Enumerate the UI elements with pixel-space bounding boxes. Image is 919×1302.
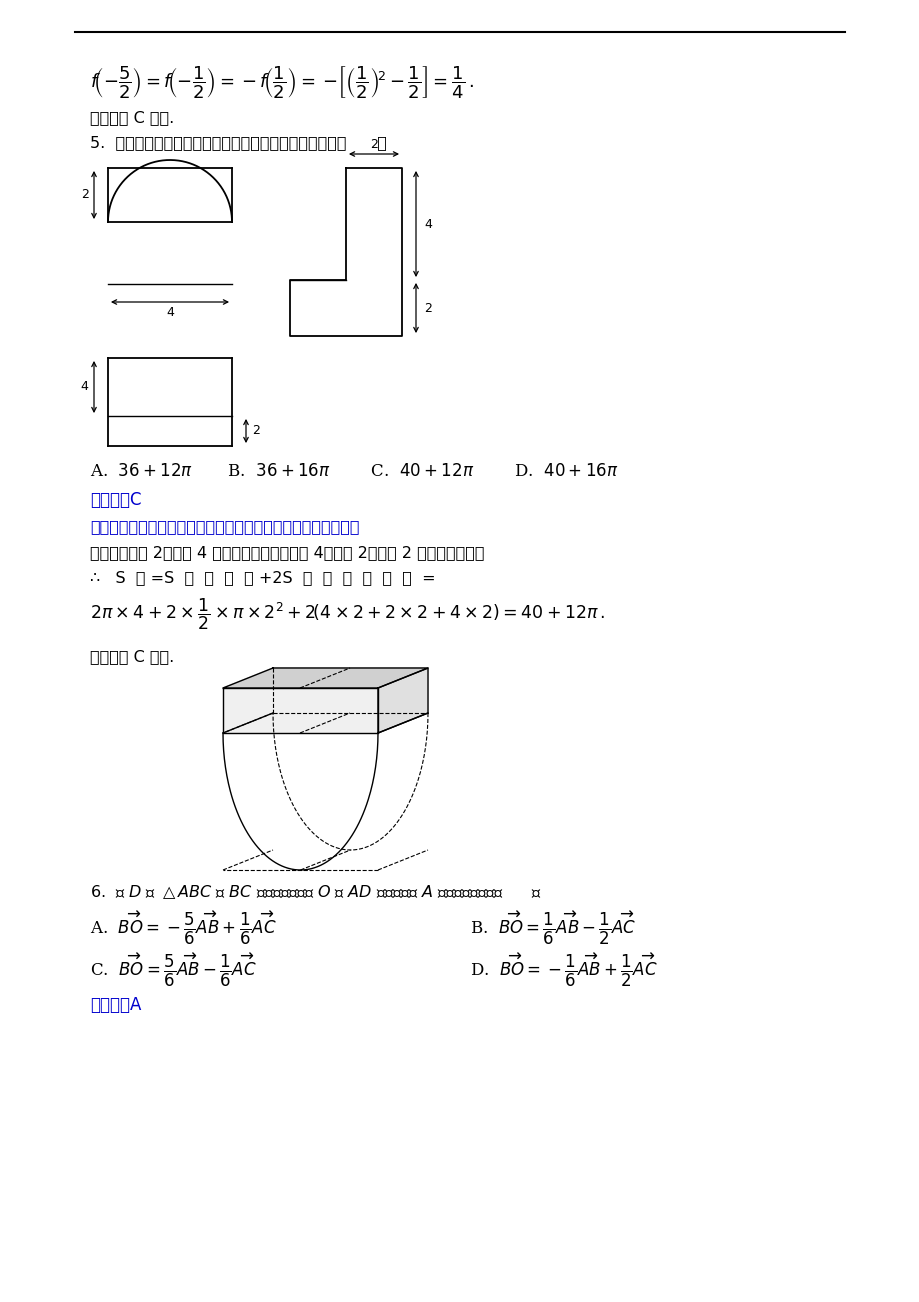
Text: 6.  设 $D$ 为 $\triangle ABC$ 中 $BC$ 边上的中点，且 $O$ 为 $AD$ 边上靠近点 $A$ 的三等分点，则（      ）: 6. 设 $D$ 为 $\triangle ABC$ 中 $BC$ 边上的中点，… <box>90 883 541 901</box>
Text: A.  $36+12\pi$       B.  $36+16\pi$        C.  $40+12\pi$        D.  $40+16\pi$: A. $36+12\pi$ B. $36+16\pi$ C. $40+12\pi… <box>90 464 618 480</box>
Text: 下面是半径为 2，高为 4 的半圆柱，上面是长为 4、宽为 2、高为 2 的一个长方体，: 下面是半径为 2，高为 4 的半圆柱，上面是长为 4、宽为 2、高为 2 的一个… <box>90 546 484 560</box>
Polygon shape <box>222 668 427 687</box>
Text: A.  $\overrightarrow{BO}=-\dfrac{5}{6}\overrightarrow{AB}+\dfrac{1}{6}\overright: A. $\overrightarrow{BO}=-\dfrac{5}{6}\ov… <box>90 910 277 947</box>
Text: D.  $\overrightarrow{BO}=-\dfrac{1}{6}\overrightarrow{AB}+\dfrac{1}{2}\overright: D. $\overrightarrow{BO}=-\dfrac{1}{6}\ov… <box>470 952 657 988</box>
Text: $2\pi\times4+2\times\dfrac{1}{2}\times\pi\times2^{2}+2\!\left(4\times2+2\times2+: $2\pi\times4+2\times\dfrac{1}{2}\times\p… <box>90 596 605 631</box>
Text: 2: 2 <box>81 189 89 202</box>
Text: 本题选择 C 选项.: 本题选择 C 选项. <box>90 650 174 664</box>
Text: 5.  某几何体的三视图如图所示，则该几何体的表面积为（      ）: 5. 某几何体的三视图如图所示，则该几何体的表面积为（ ） <box>90 135 387 151</box>
Text: 2: 2 <box>424 302 431 315</box>
Text: 本题选择 C 选项.: 本题选择 C 选项. <box>90 111 174 125</box>
Text: 2: 2 <box>252 424 260 437</box>
Text: 2: 2 <box>369 138 378 151</box>
Text: 4: 4 <box>80 380 88 393</box>
Text: B.  $\overrightarrow{BO}=\dfrac{1}{6}\overrightarrow{AB}-\dfrac{1}{2}\overrighta: B. $\overrightarrow{BO}=\dfrac{1}{6}\ove… <box>470 910 636 947</box>
Text: $f\!\left(-\dfrac{5}{2}\right)=f\!\left(-\dfrac{1}{2}\right)=-f\!\left(\dfrac{1}: $f\!\left(-\dfrac{5}{2}\right)=f\!\left(… <box>90 64 473 100</box>
Text: 【答案】A: 【答案】A <box>90 996 142 1014</box>
Polygon shape <box>378 668 427 733</box>
Text: 4: 4 <box>166 306 174 319</box>
Text: 4: 4 <box>424 217 431 230</box>
Polygon shape <box>222 687 378 733</box>
Text: ∴   S  表 =S  半  圆  柱  底 +2S  长  方  体  表  面  积  =: ∴ S 表 =S 半 圆 柱 底 +2S 长 方 体 表 面 积 = <box>90 570 436 586</box>
Text: C.  $\overrightarrow{BO}=\dfrac{5}{6}\overrightarrow{AB}-\dfrac{1}{6}\overrighta: C. $\overrightarrow{BO}=\dfrac{5}{6}\ove… <box>90 952 256 988</box>
Text: 【答案】C: 【答案】C <box>90 491 142 509</box>
Text: 【解析】解：由三视图可知原几何体是一个组合体，如图所示，: 【解析】解：由三视图可知原几何体是一个组合体，如图所示， <box>90 519 359 535</box>
